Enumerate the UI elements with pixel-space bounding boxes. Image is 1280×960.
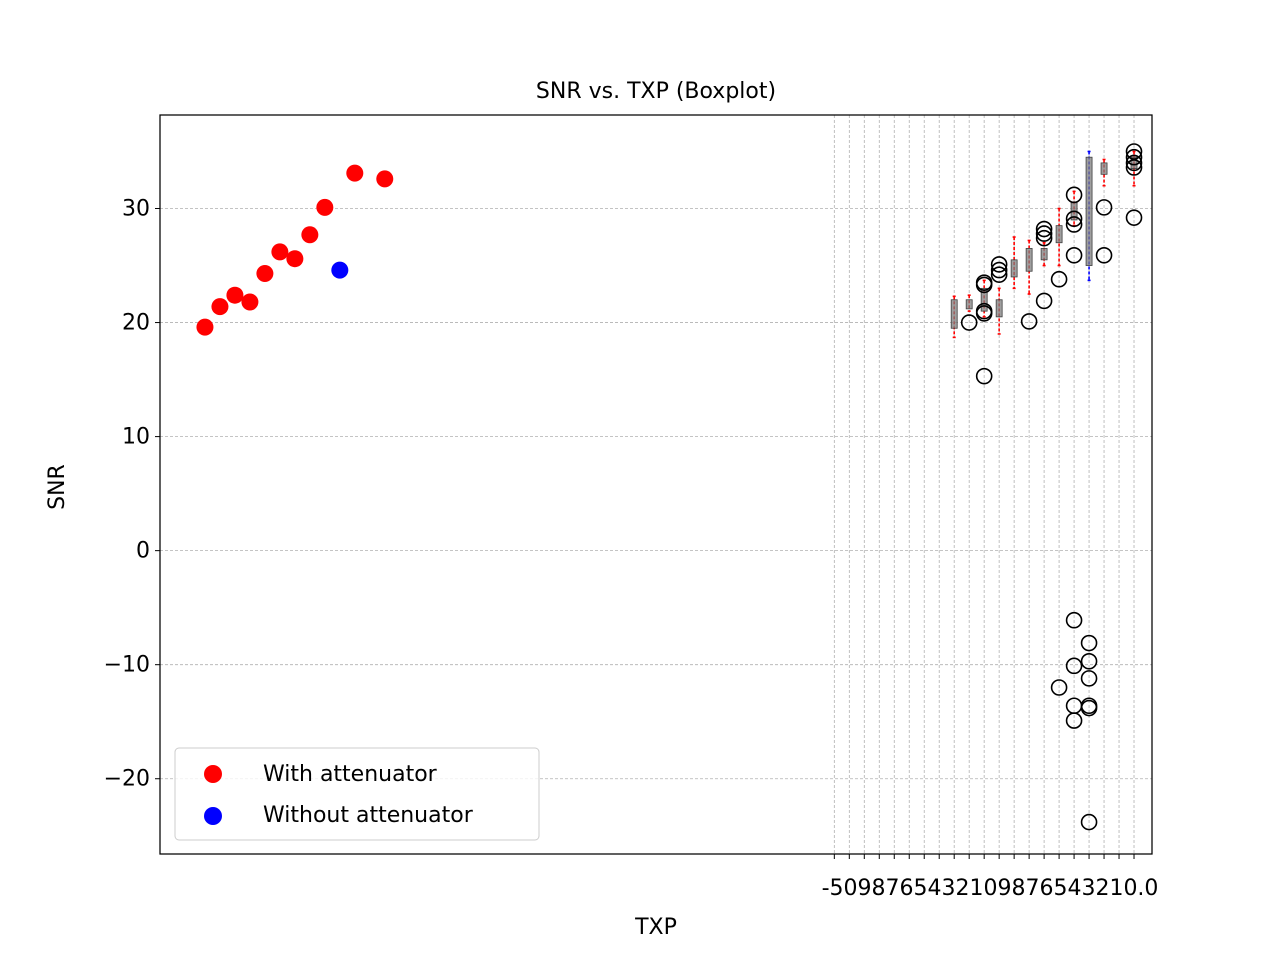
box-body <box>995 299 1003 318</box>
boxplot-flier <box>1080 652 1098 670</box>
boxplot-item <box>995 287 1003 335</box>
y-tick-label: −20 <box>104 767 150 792</box>
boxplot-flier <box>1065 186 1083 204</box>
box-body <box>1085 156 1093 266</box>
boxplot-flier <box>1035 225 1053 242</box>
boxplot-flier <box>1035 292 1053 310</box>
boxplot-item <box>965 294 973 312</box>
boxplot-flier <box>1065 712 1083 729</box>
boxplot-flier <box>1095 246 1113 264</box>
boxplot-flier <box>1125 148 1143 166</box>
boxplot-flier <box>1020 313 1038 330</box>
boxplot-flier <box>1080 699 1098 717</box>
scatter-point <box>241 293 259 311</box>
boxplot-flier <box>1050 270 1068 288</box>
boxplot-flier <box>975 274 993 291</box>
boxplot-flier <box>1125 154 1143 172</box>
box-body <box>1130 156 1138 170</box>
x-axis-label: TXP <box>634 915 677 940</box>
boxplot-flier <box>975 367 993 385</box>
box-body <box>1025 248 1033 272</box>
box-body <box>1040 248 1048 261</box>
legend-marker-without-attenuator <box>204 807 222 825</box>
boxplot-flier <box>1095 199 1113 216</box>
boxplot-flier <box>1125 159 1143 176</box>
legend-marker-with-attenuator <box>204 765 222 783</box>
boxplot-flier <box>1065 246 1083 264</box>
boxplot-flier <box>990 261 1008 279</box>
scatter-point <box>271 243 289 261</box>
boxplot-flier <box>1065 216 1083 233</box>
y-axis-label: SNR <box>45 464 70 510</box>
scatter-point <box>376 170 394 188</box>
y-tick-label: −10 <box>104 653 150 678</box>
x-axis-ticks <box>833 854 1135 859</box>
y-axis-ticks: −20 −10 0 10 20 30 <box>104 197 160 792</box>
box-body <box>1055 225 1063 244</box>
boxplot-item <box>1130 150 1138 187</box>
legend-frame <box>174 747 540 841</box>
boxplot-flier <box>1065 657 1083 675</box>
boxplot-flier <box>1125 209 1143 226</box>
box-body <box>980 287 988 312</box>
plot-area-frame <box>159 114 1153 855</box>
scatter-point <box>331 261 349 279</box>
chart-title: SNR vs. TXP (Boxplot) <box>536 79 776 104</box>
scatter-point <box>346 164 364 182</box>
y-tick-label: 30 <box>122 197 150 222</box>
boxplot-item <box>1040 241 1048 267</box>
boxplot-item <box>1055 207 1063 267</box>
boxplot-flier <box>1080 813 1098 831</box>
boxplot-item <box>1100 158 1108 187</box>
scatter-point <box>226 286 244 304</box>
boxplot-flier <box>990 266 1008 283</box>
flier-layer <box>960 143 1143 831</box>
boxplot-flier <box>1050 679 1068 696</box>
scatter-point <box>286 250 304 268</box>
boxplot-flier <box>1125 143 1143 160</box>
y-tick-label: 10 <box>122 425 150 450</box>
boxplot-flier <box>990 256 1008 273</box>
legend-label-with-attenuator: With attenuator <box>263 762 438 787</box>
boxplot-flier <box>1035 229 1053 247</box>
legend: With attenuator Without attenuator <box>174 747 540 841</box>
scatter-point <box>316 198 334 216</box>
legend-label-without-attenuator: Without attenuator <box>263 803 474 828</box>
boxplot-item <box>1025 239 1033 295</box>
boxplot-flier <box>1065 210 1083 228</box>
boxplot-flier <box>1080 670 1098 687</box>
scatter-point <box>196 318 214 336</box>
y-tick-label: 20 <box>122 311 150 336</box>
box-body <box>1100 162 1108 175</box>
scatter-point <box>301 226 319 244</box>
box-body <box>965 299 973 310</box>
boxplot-flier <box>1035 220 1053 238</box>
boxplot-item <box>1085 150 1093 282</box>
boxplot-item <box>980 279 988 318</box>
y-tick-label: 0 <box>136 539 150 564</box>
scatter-layer <box>196 164 394 336</box>
boxplot-flier <box>975 305 993 322</box>
boxplot-item <box>1010 236 1018 290</box>
grid-layer <box>160 115 1152 854</box>
scatter-point <box>256 265 274 283</box>
boxplot-flier <box>960 314 978 331</box>
boxplot-flier <box>1065 611 1083 629</box>
boxplot-item <box>950 295 958 339</box>
boxplot-flier <box>1080 634 1098 652</box>
boxplot-layer <box>950 150 1138 339</box>
box-body <box>950 299 958 329</box>
scatter-point <box>211 298 229 316</box>
x-tick-labels: -5098765432109876543210.0 <box>822 876 1159 901</box>
box-body <box>1010 259 1018 278</box>
